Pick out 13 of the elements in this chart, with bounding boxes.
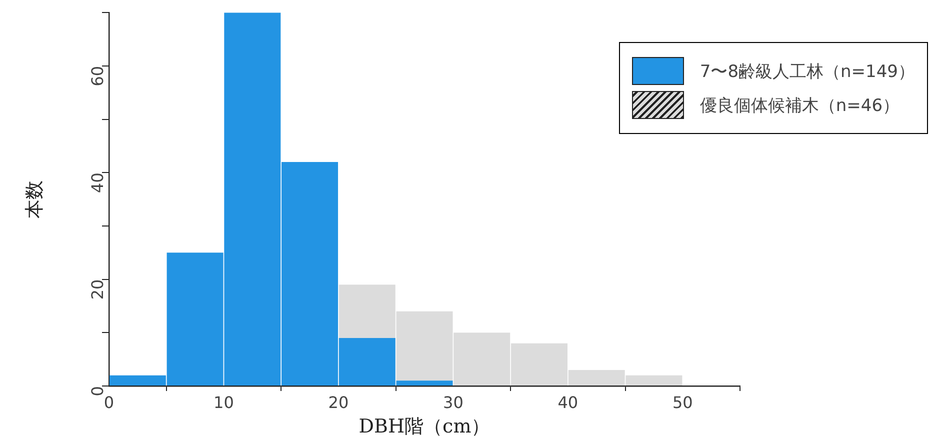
y-tick-label: 60 <box>88 66 108 86</box>
legend-label: 優良個体候補木（n=46） <box>700 94 900 116</box>
x-tick-label: 30 <box>443 392 464 412</box>
x-axis-title: DBH階（cm） <box>358 416 490 438</box>
y-tick-label: 20 <box>88 279 108 300</box>
legend-label: 7〜8齢級人工林（n=149） <box>700 60 915 82</box>
x-tick-label: 20 <box>328 392 349 412</box>
y-tick-label: 40 <box>88 172 108 193</box>
y-axis-title: 本数 <box>23 180 46 218</box>
x-tick-label: 40 <box>558 392 578 412</box>
x-tick-label: 50 <box>672 392 693 412</box>
y-tick-label: 0 <box>88 386 108 396</box>
x-tick-label: 10 <box>214 392 234 412</box>
